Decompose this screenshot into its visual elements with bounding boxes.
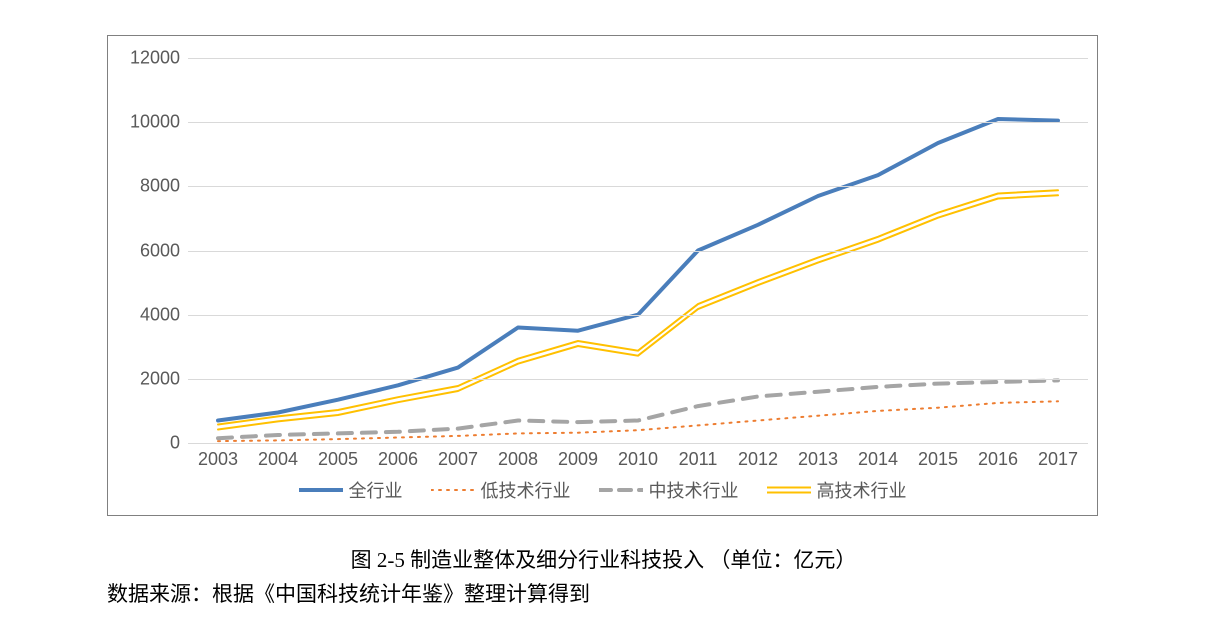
chart-container: 0 2000 4000 6000 8000 10000 12000 2003 2004 2005 2… — [107, 35, 1098, 516]
legend-label-mid: 中技术行业 — [649, 477, 739, 503]
series-line-high — [218, 190, 1058, 424]
y-tick-label: 8000 — [140, 176, 188, 197]
x-tick-label: 2007 — [438, 443, 478, 470]
y-tick-label: 4000 — [140, 304, 188, 325]
x-tick-label: 2013 — [798, 443, 838, 470]
series-line-all — [218, 119, 1058, 421]
legend-item-mid: 中技术行业 — [599, 477, 739, 503]
grid-line — [188, 315, 1088, 316]
x-tick-label: 2010 — [618, 443, 658, 470]
y-tick-label: 10000 — [130, 112, 188, 133]
legend-item-all: 全行业 — [299, 477, 403, 503]
grid-line — [188, 379, 1088, 380]
grid-line — [188, 122, 1088, 123]
y-tick-label: 12000 — [130, 48, 188, 69]
legend-label-high: 高技术行业 — [817, 477, 907, 503]
plot-area: 0200040006000800010000120002003200420052… — [188, 58, 1088, 443]
grid-line — [188, 58, 1088, 59]
legend-label-low: 低技术行业 — [481, 477, 571, 503]
x-tick-label: 2009 — [558, 443, 598, 470]
x-tick-label: 2015 — [918, 443, 958, 470]
legend-swatch-all — [299, 481, 343, 499]
x-tick-label: 2017 — [1038, 443, 1078, 470]
legend-item-low: 低技术行业 — [431, 477, 571, 503]
y-tick-label: 0 — [170, 433, 188, 454]
legend-label-all: 全行业 — [349, 477, 403, 503]
data-source-note: 数据来源：根据《中国科技统计年鉴》整理计算得到 — [107, 578, 590, 608]
legend: 全行业 低技术行业 中技术行业 高技术行业 — [108, 477, 1097, 503]
x-tick-label: 2011 — [679, 443, 718, 470]
x-tick-label: 2014 — [858, 443, 898, 470]
grid-line — [188, 186, 1088, 187]
grid-line — [188, 251, 1088, 252]
page-root: 0 2000 4000 6000 8000 10000 12000 2003 2004 2005 2… — [0, 0, 1207, 626]
y-tick-label: 2000 — [140, 368, 188, 389]
legend-item-high: 高技术行业 — [767, 477, 907, 503]
figure-caption: 图 2-5 制造业整体及细分行业科技投入 （单位：亿元） — [0, 544, 1207, 574]
legend-swatch-low — [431, 481, 475, 499]
x-tick-label: 2005 — [318, 443, 358, 470]
x-tick-label: 2003 — [198, 443, 238, 470]
legend-swatch-mid — [599, 481, 643, 499]
legend-swatch-high — [767, 481, 811, 499]
y-tick-label: 6000 — [140, 240, 188, 261]
x-tick-label: 2012 — [738, 443, 778, 470]
x-tick-label: 2008 — [498, 443, 538, 470]
x-tick-label: 2006 — [378, 443, 418, 470]
x-tick-label: 2004 — [258, 443, 298, 470]
x-tick-label: 2016 — [978, 443, 1018, 470]
